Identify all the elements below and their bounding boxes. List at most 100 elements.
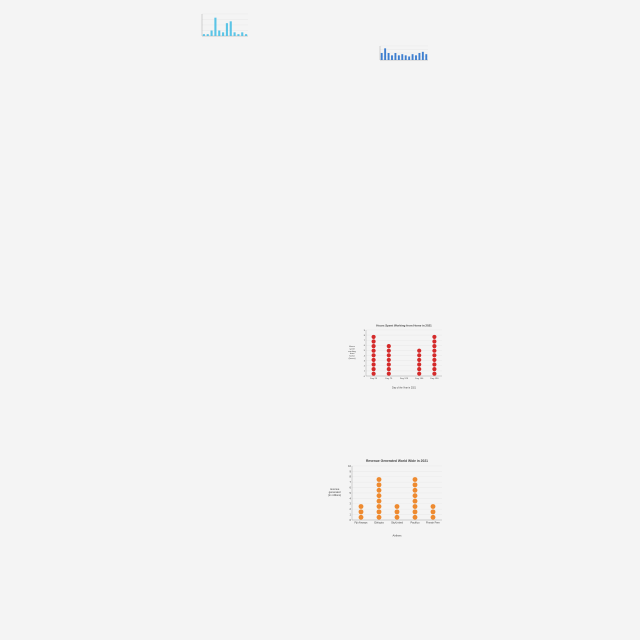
dot (394, 504, 400, 509)
dot (432, 362, 437, 367)
dot (371, 371, 376, 376)
dot (358, 504, 364, 509)
bar (404, 55, 407, 60)
x-tick-label: Day 75 (385, 378, 393, 380)
y-tick-label: 4 (350, 496, 352, 500)
y-tick-label: 1 (350, 513, 352, 517)
x-axis-label: Day of the Year in 2021 (392, 387, 417, 390)
x-tick-label: Day 150 (415, 378, 424, 380)
y-tick-label: 5 (350, 491, 352, 495)
chart-top-left-bar (201, 13, 248, 37)
chart-top-right-bar (379, 45, 428, 61)
y-tick-label: 9 (364, 330, 366, 332)
dot (412, 514, 418, 520)
x-tick-label: Day 190 (430, 378, 439, 380)
bar (418, 53, 421, 60)
dot (412, 477, 418, 482)
dot (376, 514, 382, 520)
x-tick-label: Pacifico (410, 521, 420, 525)
dot (417, 353, 422, 358)
dot (371, 339, 376, 344)
y-tick-label: 2 (364, 366, 366, 368)
dot (386, 353, 391, 358)
chart-title: Hours Spent Working from Home in 2021 (376, 323, 432, 327)
dot (376, 482, 382, 488)
bar (391, 55, 393, 60)
dot (417, 348, 422, 353)
y-axis-label: from (350, 352, 355, 355)
dot (432, 357, 437, 362)
dot (394, 514, 400, 520)
dot (417, 357, 422, 362)
dot (386, 357, 391, 362)
y-axis-label: (hours) (349, 357, 356, 360)
dot (417, 362, 422, 367)
dot (376, 477, 382, 482)
x-tick-label: Finnair Fern (426, 521, 441, 525)
dot (376, 504, 382, 509)
bar (202, 34, 205, 36)
bar (415, 55, 417, 60)
y-tick-label: 4 (364, 355, 366, 357)
dot (432, 367, 437, 372)
y-tick-label: 6 (364, 345, 366, 347)
dot (371, 344, 376, 349)
dot (417, 371, 422, 376)
x-tick-label: Fiji Airways (355, 521, 369, 525)
dot (371, 353, 376, 358)
dot (394, 509, 400, 515)
bar (411, 54, 414, 60)
dot (376, 498, 382, 504)
dot (371, 348, 376, 353)
y-tick-label: 8 (350, 475, 352, 479)
y-axis-label: Hours (349, 345, 356, 348)
dot (386, 362, 391, 367)
bar (425, 54, 428, 60)
bar (229, 21, 232, 36)
y-tick-label: 9 (350, 469, 352, 473)
chart-hours-working-from-home: Hours Spent Working from Home in 2021 0 1 2… (348, 323, 442, 390)
dot (412, 498, 418, 504)
bar (380, 53, 383, 60)
chart-title: Revenue Generated World Wide in 2021 (366, 459, 428, 463)
bar (206, 34, 209, 36)
dot (386, 367, 391, 372)
y-tick-label: 3 (364, 360, 366, 362)
dot (412, 493, 418, 499)
y-tick-label: 6 (350, 486, 352, 490)
dot (386, 348, 391, 353)
y-axis-label: generated (329, 490, 341, 494)
dot (386, 344, 391, 349)
dot (430, 514, 436, 520)
y-tick-label: 7 (364, 340, 366, 342)
y-tick-label: 3 (350, 502, 352, 506)
dot (371, 362, 376, 367)
dot (432, 344, 437, 349)
y-axis-label: home (349, 356, 355, 358)
chart-revenue-generated: Revenue Generated World Wide in 2021 01 23… (328, 459, 442, 537)
dot (432, 371, 437, 376)
y-tick-label: 5 (364, 350, 366, 352)
dot (412, 504, 418, 509)
bar (233, 32, 236, 36)
bar (225, 23, 228, 36)
dot (358, 509, 364, 515)
x-axis-label: Airlines (393, 533, 403, 537)
dot (376, 493, 382, 499)
y-tick-label: 7 (350, 480, 352, 484)
bar (241, 32, 244, 36)
y-tick-label: 2 (350, 507, 352, 511)
dot (412, 509, 418, 515)
dot (371, 334, 376, 339)
y-tick-label: 1 (364, 371, 366, 373)
dot (371, 367, 376, 372)
y-tick-label: 0 (350, 518, 352, 522)
dot (358, 514, 364, 520)
bar (397, 55, 400, 60)
dot (371, 357, 376, 362)
x-tick-label: Ethiopia (374, 521, 384, 525)
bar (237, 34, 240, 36)
bar (394, 53, 397, 60)
bar (387, 53, 390, 60)
dot (432, 348, 437, 353)
